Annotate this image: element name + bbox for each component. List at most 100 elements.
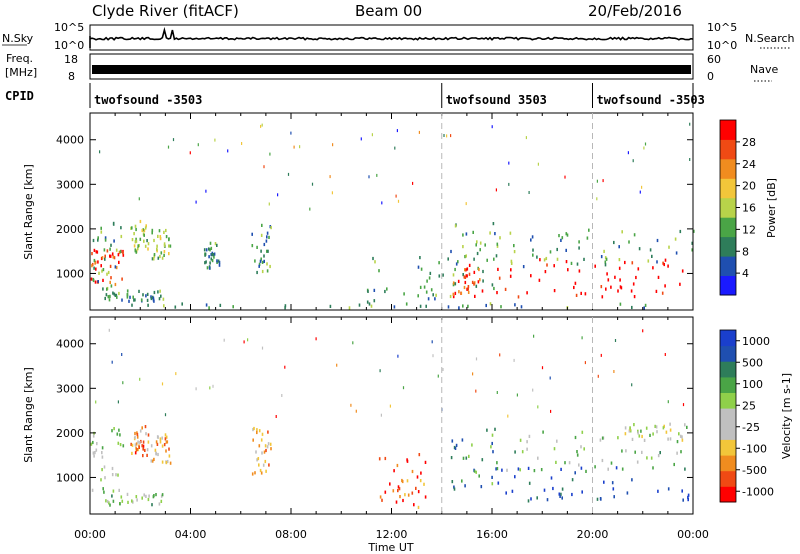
data-cell xyxy=(114,293,117,297)
data-cell xyxy=(419,479,422,483)
data-cell xyxy=(122,381,124,385)
data-cell xyxy=(521,450,524,454)
data-cell xyxy=(122,251,124,255)
data-cell xyxy=(140,439,142,444)
data-cell xyxy=(558,234,560,238)
data-cell xyxy=(575,293,578,297)
data-cell xyxy=(631,261,634,265)
data-cell xyxy=(560,492,562,496)
data-cell xyxy=(417,294,419,298)
data-cell xyxy=(121,298,123,302)
data-cell xyxy=(266,269,269,273)
data-cell xyxy=(111,360,113,364)
data-cell xyxy=(498,276,501,280)
data-cell xyxy=(594,264,596,268)
data-cell xyxy=(161,444,164,448)
data-cell xyxy=(163,253,165,257)
data-cell xyxy=(131,303,133,307)
data-cell xyxy=(96,442,98,446)
data-cell xyxy=(675,251,678,255)
data-cell xyxy=(135,250,138,254)
data-cell xyxy=(155,440,158,444)
data-cell xyxy=(510,268,512,272)
data-cell xyxy=(268,235,270,239)
data-cell xyxy=(393,469,395,473)
data-cell xyxy=(92,434,95,438)
data-cell xyxy=(255,450,257,454)
data-cell xyxy=(161,436,163,440)
data-cell xyxy=(458,306,460,310)
data-cell xyxy=(576,450,578,454)
data-cell xyxy=(491,441,493,446)
data-cell xyxy=(395,194,397,198)
colorbar-cell xyxy=(720,256,736,276)
data-cell xyxy=(464,255,466,259)
data-cell xyxy=(174,305,177,309)
data-cell xyxy=(514,475,516,479)
data-cell xyxy=(457,260,459,264)
data-cell xyxy=(476,240,478,244)
data-cell xyxy=(114,265,117,269)
data-cell xyxy=(376,173,378,177)
data-cell xyxy=(481,289,484,293)
data-cell xyxy=(560,238,562,242)
nave-tick-bottom: 0 xyxy=(707,70,714,83)
data-cell xyxy=(384,289,386,294)
data-cell xyxy=(614,339,617,342)
data-cell xyxy=(262,463,265,467)
data-cell xyxy=(603,480,605,484)
data-cell xyxy=(141,228,144,233)
data-cell xyxy=(691,241,693,245)
data-cell xyxy=(612,487,615,491)
data-cell xyxy=(139,429,142,433)
data-cell xyxy=(251,244,254,248)
data-cell xyxy=(462,233,464,237)
data-cell xyxy=(103,490,105,494)
data-cell xyxy=(112,255,115,259)
data-cell xyxy=(427,297,430,301)
data-cell xyxy=(451,439,454,443)
data-cell xyxy=(118,488,120,492)
data-cell xyxy=(352,341,354,345)
data-cell xyxy=(641,185,643,189)
data-cell xyxy=(151,257,154,261)
colorbar-cell xyxy=(720,197,736,218)
data-cell xyxy=(100,264,102,268)
data-cell xyxy=(526,291,528,295)
nsky-panel: N.Sky 10^5 10^0 10^5 10^0 N.Search xyxy=(2,21,795,52)
data-cell xyxy=(478,474,480,478)
data-cell xyxy=(146,292,149,296)
colorbar-cell xyxy=(720,408,736,425)
data-cell xyxy=(115,473,117,477)
data-cell xyxy=(687,495,689,499)
data-cell xyxy=(373,299,376,303)
data-cell xyxy=(159,437,162,441)
data-cell xyxy=(147,433,150,437)
data-cell xyxy=(117,473,119,477)
data-cell xyxy=(208,255,210,259)
data-cell xyxy=(127,500,129,504)
data-cell xyxy=(204,252,207,256)
data-cell xyxy=(423,285,426,289)
colorbar-tick-label: -25 xyxy=(742,421,760,434)
data-cell xyxy=(659,451,661,455)
data-cell xyxy=(103,248,106,252)
data-cell xyxy=(118,428,120,432)
data-cell xyxy=(475,470,477,474)
data-cell xyxy=(131,238,134,242)
colorbar-cell xyxy=(720,376,736,393)
data-cell xyxy=(482,269,484,274)
data-cell xyxy=(638,247,641,251)
data-cell xyxy=(533,469,536,473)
data-cell xyxy=(492,450,494,454)
data-cell xyxy=(258,444,261,448)
data-cell xyxy=(131,499,133,503)
data-cell xyxy=(102,268,105,272)
data-cell xyxy=(473,469,476,473)
colorbar-tick-label: 500 xyxy=(742,356,763,369)
data-cell xyxy=(689,122,691,126)
data-cell xyxy=(100,478,102,482)
data-cell xyxy=(479,278,481,282)
data-cell xyxy=(266,235,268,239)
data-cell xyxy=(419,304,422,308)
